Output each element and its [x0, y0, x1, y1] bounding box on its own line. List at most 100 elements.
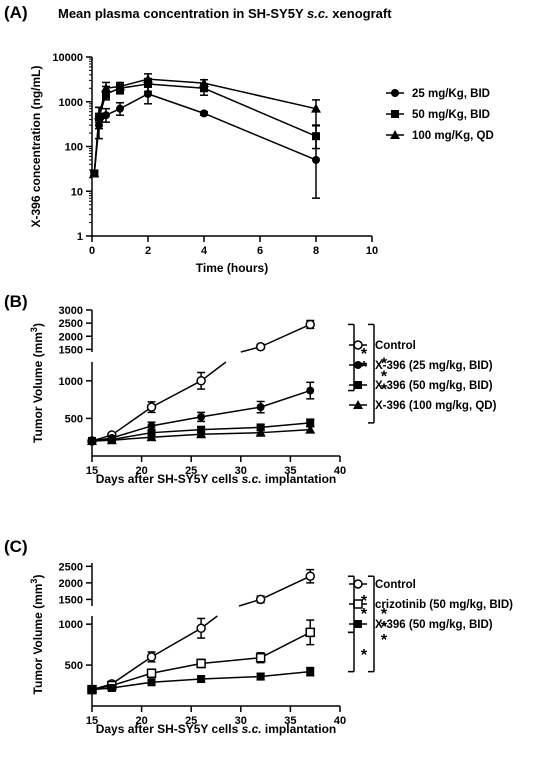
- significance-star: *: [361, 606, 368, 623]
- data-point: [255, 427, 266, 437]
- series-50-mg-kg-bid: [90, 77, 320, 178]
- x-tick-label: 20: [135, 465, 147, 477]
- y-tick-label: 1000: [59, 376, 83, 388]
- series-line: [91, 439, 112, 442]
- data-point: [143, 74, 153, 84]
- y-tick-label: 10: [71, 186, 83, 198]
- y-tick-label: 2000: [59, 331, 83, 343]
- y-tick-label: 3000: [59, 305, 83, 317]
- x-tick-label: 10: [366, 245, 378, 257]
- data-point: [256, 672, 265, 681]
- series-line: [260, 422, 311, 429]
- data-point: [305, 424, 316, 434]
- data-point: [196, 376, 206, 386]
- x-tick-label: 30: [235, 715, 247, 727]
- legend-entry-25-mg-kg-bid: 25 mg/Kg, BID: [412, 88, 490, 100]
- x-tick-label: 40: [334, 465, 346, 477]
- significance-star: *: [381, 356, 388, 373]
- data-point: [305, 627, 315, 638]
- legend-marker: [391, 110, 399, 118]
- series-x-396-50-mg-kg-bid: [88, 666, 315, 694]
- series-100-mg-kg-qd: [89, 73, 321, 178]
- data-point: [147, 421, 156, 430]
- series-line: [93, 78, 317, 174]
- legend-entry-x-396-100-mg-kg-qd: X-396 (100 mg/kg, QD): [375, 400, 497, 412]
- data-point: [89, 168, 100, 178]
- data-point: [255, 594, 266, 605]
- x-tick-label: 35: [284, 715, 296, 727]
- panel-label-c: (C): [4, 537, 28, 556]
- x-tick-label: 8: [313, 245, 319, 257]
- series-line: [201, 431, 261, 435]
- significance-star: *: [381, 382, 388, 399]
- data-point: [115, 81, 125, 91]
- x-tick-label: 35: [284, 465, 296, 477]
- chart-title: Mean plasma concentration in SH-SY5Y s.c…: [58, 6, 392, 21]
- y-tick-label: 500: [65, 413, 83, 425]
- legend-marker: [391, 89, 399, 97]
- legend-marker: [354, 361, 362, 369]
- y-tick-label: 100: [65, 142, 83, 154]
- series-line: [260, 670, 311, 678]
- data-point: [256, 403, 265, 412]
- series-line: [260, 389, 311, 408]
- x-tick-label: 0: [89, 245, 95, 257]
- y-tick-label: 1500: [59, 344, 83, 356]
- data-point: [146, 402, 157, 412]
- legend-marker: [390, 130, 400, 139]
- data-point: [146, 432, 157, 442]
- legend-entry-x-396-25-mg-kg-bid: X-396 (25 mg/kg, BID): [375, 360, 493, 372]
- series-line: [111, 681, 152, 689]
- series-line: [151, 678, 202, 684]
- legend-entry-control: Control: [375, 340, 416, 352]
- data-point: [87, 435, 97, 445]
- y-tick-label: 2500: [59, 561, 83, 573]
- significance-bracket: **: [348, 323, 368, 392]
- x-tick-label: 4: [201, 245, 208, 257]
- data-point: [146, 668, 157, 679]
- data-point: [306, 386, 315, 395]
- data-point: [199, 78, 209, 88]
- series-line: [151, 428, 202, 434]
- series-line: [111, 425, 152, 439]
- series-line: [260, 428, 311, 434]
- series-line: [260, 575, 311, 601]
- series-line: [151, 433, 202, 438]
- data-point: [196, 623, 206, 634]
- panel-label-b: (B): [4, 292, 28, 311]
- y-tick-label: 500: [65, 660, 83, 672]
- x-tick-label: 25: [185, 465, 197, 477]
- series-line: [111, 406, 152, 436]
- series-line: [151, 627, 202, 658]
- data-point: [116, 104, 124, 113]
- data-point: [146, 652, 157, 662]
- legend-entry-100-mg-kg-qd: 100 mg/Kg, QD: [412, 130, 494, 142]
- series-x-396-100-mg-kg-qd: [87, 424, 316, 445]
- significance-star: *: [361, 593, 368, 610]
- series-line: [111, 436, 152, 441]
- series-line: [111, 672, 152, 687]
- data-point: [306, 418, 315, 427]
- data-point: [196, 429, 207, 439]
- y-axis-label: X-396 concentration (ng/mL): [29, 65, 43, 227]
- legend-entry-crizotinib-50-mg-kg-bid: crizotinib (50 mg/kg, BID): [375, 599, 513, 611]
- x-axis-label: Time (hours): [196, 261, 268, 275]
- legend-marker: [353, 400, 363, 409]
- significance-star: *: [361, 647, 368, 664]
- data-point: [196, 658, 206, 669]
- significance-star: *: [361, 346, 368, 363]
- panel-a: (A) Mean plasma concentration in SH-SY5Y …: [4, 3, 494, 275]
- data-point: [306, 667, 315, 676]
- legend-entry-x-396-50-mg-kg-bid: X-396 (50 mg/kg, BID): [375, 619, 493, 631]
- x-tick-label: 15: [86, 715, 98, 727]
- x-axis-label: Days after SH-SY5Y cells s.c. implantati…: [96, 472, 337, 486]
- data-point: [94, 110, 104, 120]
- legend-marker: [354, 620, 362, 628]
- data-point: [200, 109, 208, 118]
- y-tick-label: 1000: [59, 97, 83, 109]
- series-line: [201, 675, 261, 680]
- significance-bracket: ***: [368, 575, 388, 673]
